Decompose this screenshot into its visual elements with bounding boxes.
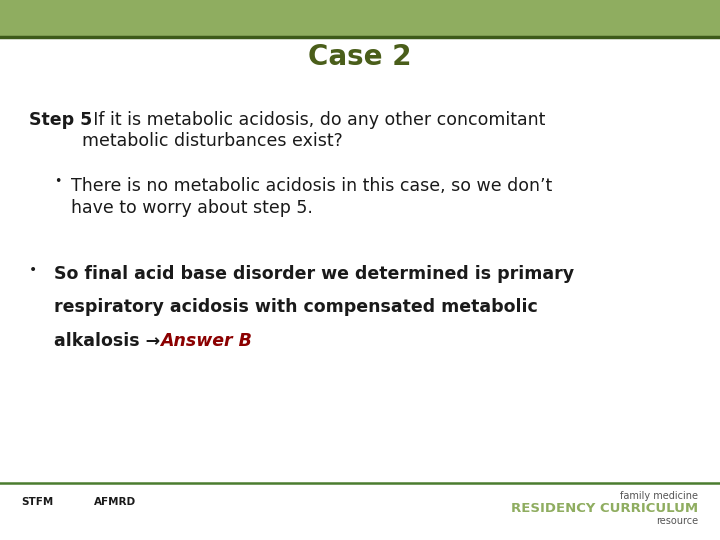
Text: STFM: STFM xyxy=(22,497,54,507)
Text: : If it is metabolic acidosis, do any other concomitant
metabolic disturbances e: : If it is metabolic acidosis, do any ot… xyxy=(82,111,546,150)
Text: So final acid base disorder we determined is primary: So final acid base disorder we determine… xyxy=(54,265,574,282)
Bar xyxy=(0,0,720,37)
Text: Case 2: Case 2 xyxy=(308,43,412,71)
Text: AFMRD: AFMRD xyxy=(94,497,136,507)
Text: respiratory acidosis with compensated metabolic: respiratory acidosis with compensated me… xyxy=(54,298,538,316)
Text: RESIDENCY CURRICULUM: RESIDENCY CURRICULUM xyxy=(511,502,698,515)
Text: Answer B: Answer B xyxy=(161,332,253,349)
Text: Step 5: Step 5 xyxy=(29,111,92,129)
Text: alkalosis →: alkalosis → xyxy=(54,332,166,349)
Text: resource: resource xyxy=(656,516,698,526)
Text: family medicine: family medicine xyxy=(621,491,698,501)
Text: There is no metabolic acidosis in this case, so we don’t
have to worry about ste: There is no metabolic acidosis in this c… xyxy=(71,177,552,217)
Text: •: • xyxy=(54,176,61,188)
Text: •: • xyxy=(29,263,37,277)
